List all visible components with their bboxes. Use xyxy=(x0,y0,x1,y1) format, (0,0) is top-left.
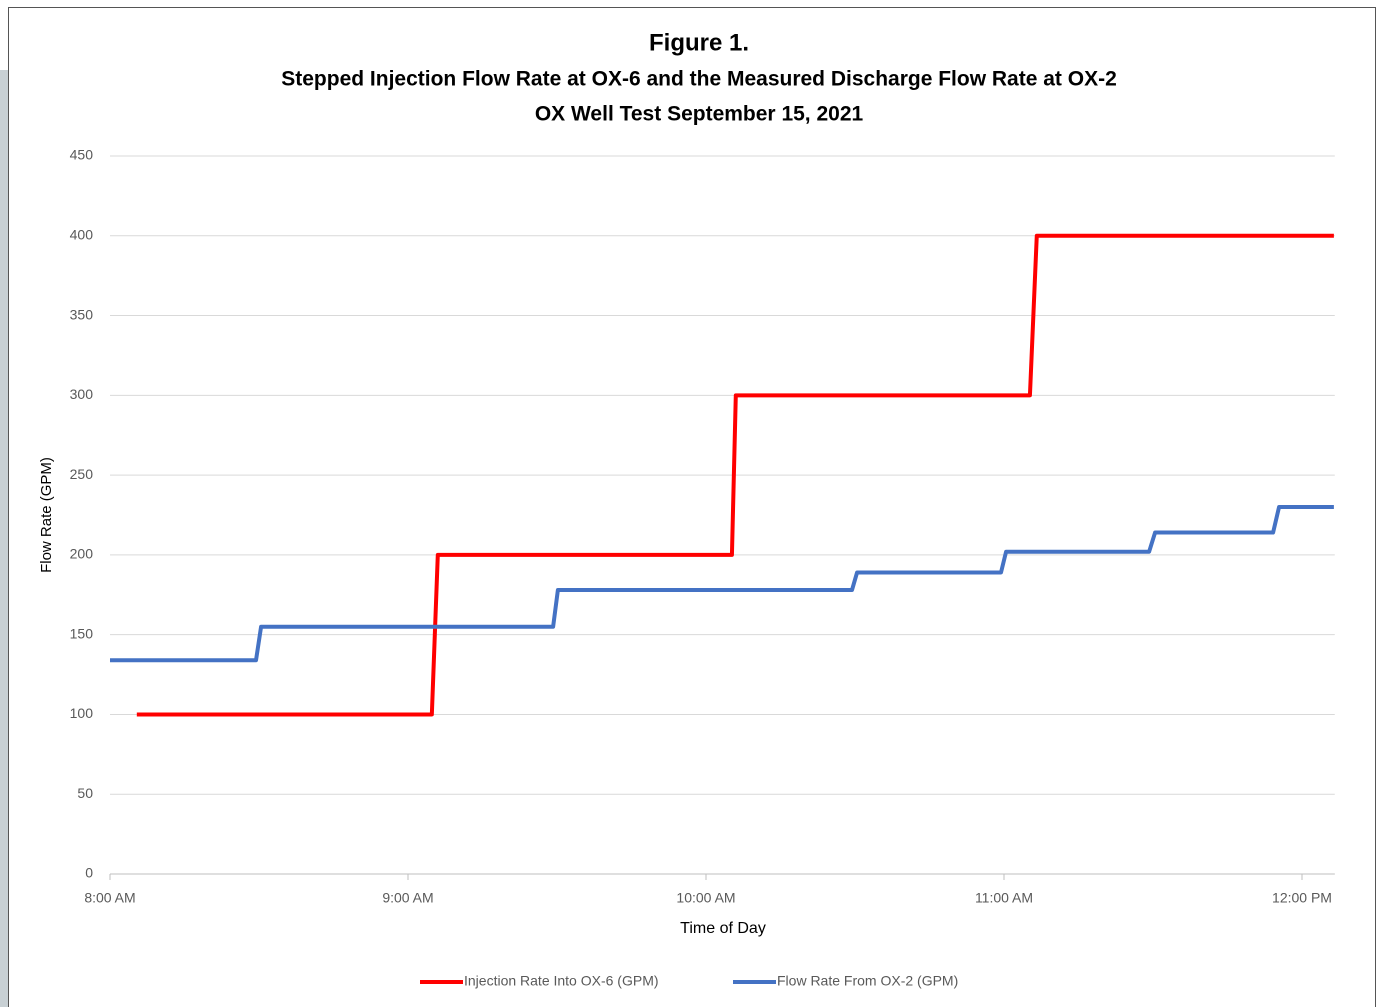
series-line xyxy=(110,505,1334,663)
side-strip xyxy=(0,70,8,1007)
y-tick-label: 150 xyxy=(70,625,94,641)
y-tick-label: 200 xyxy=(70,546,94,562)
y-tick-label: 0 xyxy=(85,865,93,881)
x-tick-label: 11:00 AM xyxy=(975,890,1033,906)
y-tick-label: 50 xyxy=(77,785,93,801)
chart-title: Figure 1. xyxy=(649,29,749,56)
y-tick-label: 350 xyxy=(70,306,94,322)
y-tick-label: 450 xyxy=(70,147,94,163)
x-tick-label: 8:00 AM xyxy=(84,890,135,906)
x-tick-label: 12:00 PM xyxy=(1272,890,1332,906)
y-tick-label: 100 xyxy=(70,705,94,721)
legend-label: Flow Rate From OX-2 (GPM) xyxy=(777,973,958,989)
legend-label: Injection Rate Into OX-6 (GPM) xyxy=(464,973,659,989)
x-tick-label: 10:00 AM xyxy=(676,890,735,906)
series-line xyxy=(136,233,1334,717)
y-tick-label: 300 xyxy=(70,386,94,402)
x-tick-label: 9:00 AM xyxy=(382,890,433,906)
chart-subtitle: OX Well Test September 15, 2021 xyxy=(535,103,864,126)
y-tick-label: 250 xyxy=(70,466,94,482)
chart-subtitle: Stepped Injection Flow Rate at OX-6 and … xyxy=(281,68,1117,91)
y-axis-label: Flow Rate (GPM) xyxy=(38,457,55,573)
x-axis-label: Time of Day xyxy=(680,920,766,937)
y-tick-label: 400 xyxy=(70,226,94,242)
